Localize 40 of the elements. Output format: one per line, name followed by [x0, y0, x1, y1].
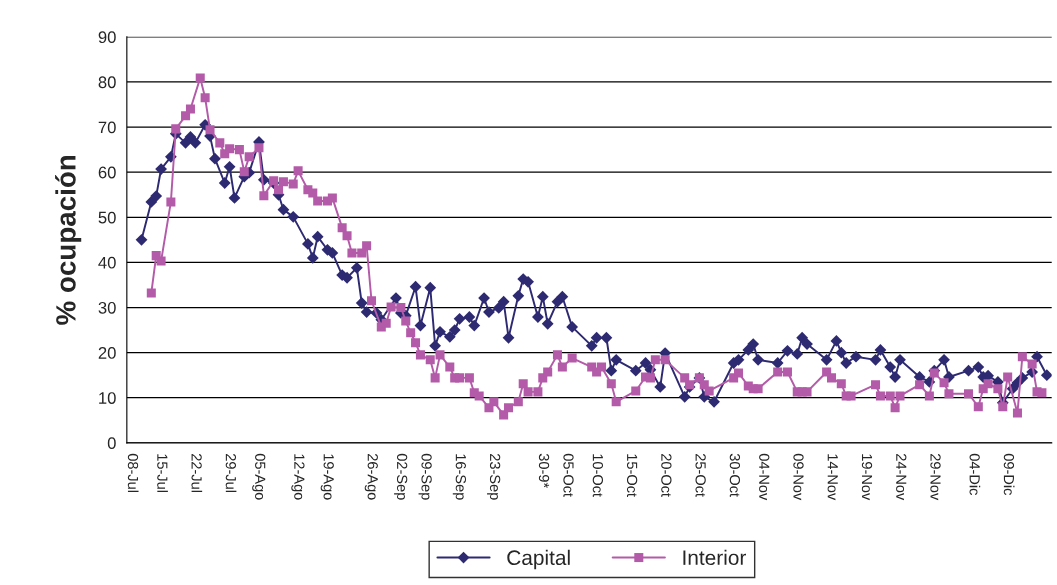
x-tick-label: 04-Dic	[969, 453, 981, 496]
x-tick-label: 25-Oct	[695, 454, 706, 497]
x-tick-label: 08-Jul	[127, 453, 139, 493]
x-tick-label: 26-Ago	[364, 454, 378, 500]
x-tick-label: 19-Nov	[861, 454, 873, 501]
x-tick-label: 09-Dic	[1003, 453, 1015, 496]
y-tick-label: 10	[99, 392, 116, 404]
x-tick-label: 04-Nov	[759, 453, 770, 501]
y-axis-title: % ocupación	[55, 155, 82, 325]
x-tick-label: 16-Sep	[452, 454, 467, 500]
y-tick-label: 60	[98, 166, 116, 179]
x-tick-label: 05-Oct	[563, 453, 574, 497]
x-tick-label: 15-Jul	[157, 454, 168, 493]
y-tick-label: 0	[107, 437, 116, 450]
y-tick-label: 70	[98, 121, 116, 134]
x-tick-label: 09-Sep	[418, 453, 432, 500]
y-tick-label: 90	[98, 31, 116, 44]
x-tick-label: 19-Ago	[320, 454, 334, 500]
legend-label: Capital	[507, 549, 570, 570]
y-tick-label: 40	[98, 256, 116, 269]
x-tick-label: 15-Oct	[626, 454, 638, 497]
x-tick-label: 30-9*	[538, 453, 550, 488]
x-tick-label: 29-Nov	[930, 454, 941, 501]
x-tick-label: 10-Oct	[592, 454, 604, 497]
x-tick-label: 05-Ago	[252, 453, 266, 500]
x-tick-label: 30-Oct	[729, 453, 741, 497]
x-tick-label: 22-Jul	[191, 454, 203, 493]
legend-label: Interior	[683, 549, 746, 566]
y-tick-label: 30	[98, 301, 116, 314]
x-tick-label: 24-Nov	[896, 454, 907, 501]
x-tick-label: 12-Ago	[291, 454, 305, 500]
y-tick-label: 20	[98, 347, 116, 359]
x-tick-label: 20-Oct	[661, 454, 672, 497]
y-tick-label: 50	[98, 211, 116, 224]
y-tick-label: 80	[98, 76, 116, 89]
x-tick-label: 29-Jul	[225, 454, 237, 493]
x-tick-label: 09-Nov	[793, 453, 804, 501]
x-tick-label: 02-Sep	[394, 453, 408, 500]
x-tick-label: 14-Nov	[827, 454, 838, 501]
x-tick-label: 23-Sep	[487, 454, 501, 500]
